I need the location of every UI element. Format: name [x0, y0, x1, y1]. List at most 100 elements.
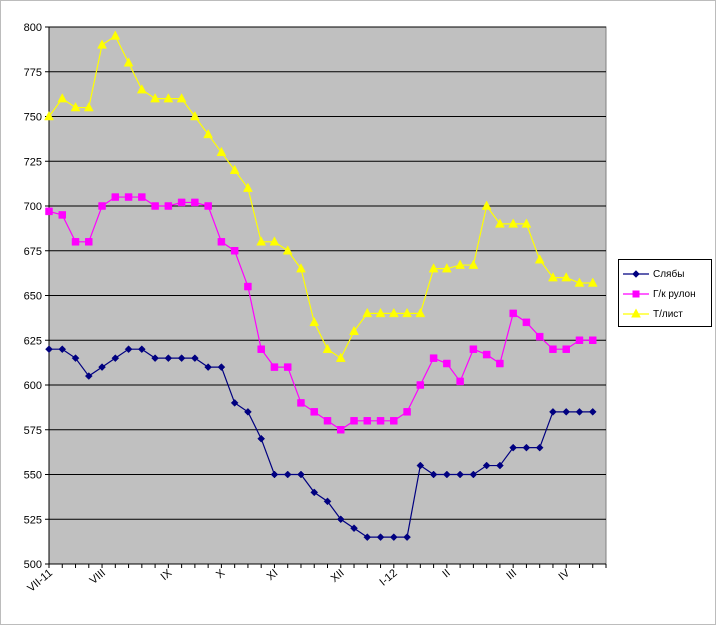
x-tick-label-3: X [214, 567, 228, 581]
point-s1-18 [283, 363, 292, 371]
point-s2-30 [441, 263, 452, 273]
y-tick-label-575: 575 [24, 425, 42, 437]
point-s2-13 [216, 146, 227, 157]
legend: Слябы Г/к рулон Т/лист [618, 259, 712, 327]
y-tick-label-675: 675 [24, 246, 42, 258]
point-s0-26 [389, 533, 398, 542]
point-s0-21 [323, 497, 332, 506]
point-s1-35 [509, 309, 517, 318]
point-s2-26 [388, 307, 399, 318]
point-s1-24 [363, 417, 372, 425]
point-s1-8 [151, 202, 159, 210]
point-s0-6 [124, 345, 133, 354]
point-s2-28 [415, 307, 426, 318]
point-s0-23 [350, 524, 358, 533]
point-s0-17 [270, 470, 279, 479]
point-s0-7 [137, 345, 146, 354]
x-tick-label-2: IX [159, 567, 175, 583]
point-s0-13 [217, 363, 226, 371]
point-s2-0 [44, 110, 54, 121]
point-s1-3 [85, 238, 93, 246]
point-s2-22 [335, 352, 346, 362]
y-tick-label-725: 725 [24, 156, 42, 168]
x-tick-label-4: XI [265, 567, 281, 583]
point-s0-1 [58, 345, 67, 354]
y-tick-label-600: 600 [24, 380, 42, 392]
point-s0-19 [297, 470, 305, 479]
point-s2-25 [375, 307, 386, 318]
x-tick-label-9: IV [556, 567, 572, 583]
point-s2-24 [362, 307, 373, 318]
point-s0-18 [283, 470, 292, 479]
point-s2-2 [70, 102, 81, 112]
y-tick-label-650: 650 [24, 291, 42, 303]
point-s0-12 [204, 363, 212, 371]
legend-item-1: Г/к рулон [619, 284, 711, 304]
series-1 [45, 193, 597, 434]
point-s0-14 [230, 399, 239, 407]
point-s2-5 [110, 30, 121, 40]
point-s2-23 [349, 325, 359, 336]
point-s2-7 [136, 84, 147, 94]
point-s0-3 [84, 372, 93, 380]
point-s1-22 [337, 426, 345, 434]
point-s1-4 [98, 202, 106, 210]
point-s1-23 [350, 417, 358, 425]
point-s2-4 [97, 39, 107, 49]
point-s1-31 [456, 377, 464, 386]
point-s1-33 [482, 350, 491, 359]
point-s2-31 [455, 259, 466, 269]
point-s1-39 [562, 345, 570, 353]
legend-item-0: Слябы [619, 264, 711, 284]
point-s2-15 [243, 182, 253, 192]
point-s2-34 [494, 218, 505, 228]
point-s0-31 [456, 470, 464, 479]
series-0 [45, 345, 597, 542]
point-s1-28 [416, 381, 425, 389]
y-tick-label-500: 500 [24, 559, 42, 571]
point-s1-0 [45, 207, 53, 216]
point-s0-41 [588, 407, 597, 416]
point-s0-11 [191, 354, 199, 363]
point-s1-14 [230, 247, 239, 255]
x-tick-label-7: II [440, 567, 452, 580]
point-s1-6 [124, 193, 133, 201]
point-s2-8 [150, 93, 161, 103]
legend-swatch-1 [623, 290, 649, 298]
point-s1-37 [535, 332, 544, 341]
point-s1-10 [177, 198, 186, 207]
point-s0-32 [469, 470, 478, 479]
legend-marker-1 [632, 290, 640, 298]
point-s0-35 [509, 443, 518, 452]
point-s0-2 [71, 354, 80, 363]
x-tick-label-8: III [504, 567, 519, 582]
legend-marker-2 [631, 308, 641, 318]
point-s2-35 [508, 218, 519, 228]
point-s0-30 [443, 470, 451, 479]
point-s0-33 [482, 461, 491, 470]
point-s0-16 [257, 434, 266, 443]
legend-swatch-0 [623, 270, 649, 278]
point-s2-1 [57, 93, 68, 103]
point-s2-21 [322, 343, 333, 353]
point-s1-19 [297, 399, 305, 407]
point-s2-33 [481, 200, 492, 210]
legend-label-2: Т/лист [653, 308, 683, 320]
point-s1-17 [270, 363, 279, 371]
point-s1-15 [244, 282, 252, 291]
point-s1-20 [310, 408, 318, 416]
point-s1-27 [403, 408, 411, 416]
point-s1-2 [71, 238, 80, 246]
point-s0-27 [403, 533, 411, 542]
point-s1-34 [496, 359, 504, 368]
point-s0-34 [496, 461, 504, 470]
point-s2-18 [282, 245, 293, 255]
point-s1-9 [164, 202, 173, 210]
y-tick-label-525: 525 [24, 514, 42, 526]
point-s1-21 [323, 417, 332, 425]
y-tick-label-625: 625 [24, 335, 42, 347]
legend-marker-0 [632, 270, 640, 278]
y-tick-label-700: 700 [24, 201, 42, 213]
